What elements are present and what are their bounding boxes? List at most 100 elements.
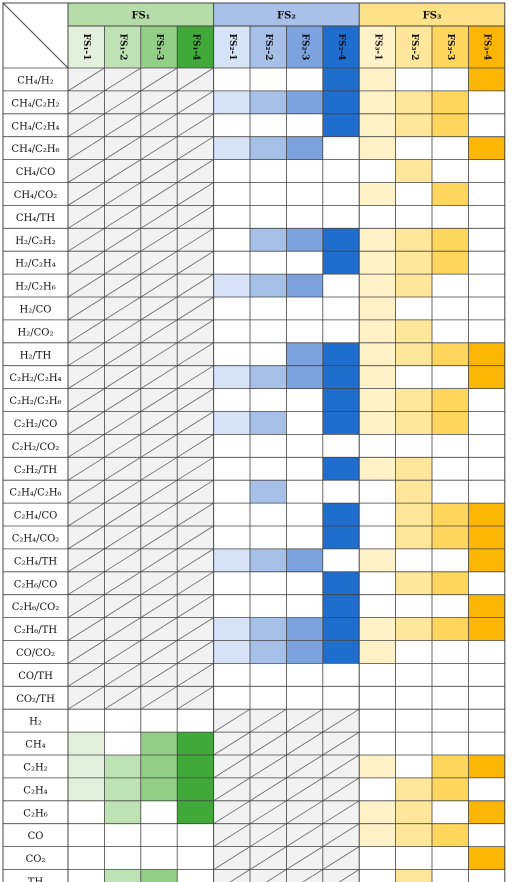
- empty-cell: [286, 251, 323, 275]
- empty-cell: [213, 526, 250, 549]
- empty-cell: [322, 182, 360, 206]
- hatch-line: [104, 227, 142, 252]
- selected-cell-g3-1: [359, 457, 396, 481]
- hatch-line: [176, 90, 214, 115]
- hatch-line: [322, 731, 360, 756]
- selected-cell-g2-2: [250, 411, 287, 435]
- hatch-line: [140, 548, 178, 573]
- empty-cell: [468, 434, 505, 458]
- hatch-line: [140, 594, 178, 618]
- hatch-line: [249, 731, 287, 756]
- empty-cell: [104, 823, 141, 847]
- empty-cell: [286, 68, 323, 91]
- empty-cell: [140, 823, 178, 847]
- selected-cell-g2-4: [322, 68, 360, 91]
- selected-cell-g2-3: [286, 548, 323, 572]
- selected-cell-g3-2: [395, 342, 432, 366]
- hatch-line: [249, 708, 287, 733]
- hatch-line: [140, 159, 178, 183]
- empty-cell: [322, 480, 360, 504]
- empty-cell: [250, 297, 287, 320]
- hatch-line: [213, 708, 251, 733]
- hatch-line: [176, 342, 214, 367]
- hatch-line: [104, 594, 142, 618]
- row-label: H₂/C₂H₆: [15, 282, 56, 293]
- selected-cell-g3-2: [395, 777, 432, 801]
- empty-cell: [468, 319, 505, 343]
- empty-cell: [395, 297, 432, 320]
- hatch-line: [67, 411, 105, 435]
- empty-cell: [432, 365, 469, 389]
- empty-cell: [468, 686, 505, 710]
- selected-cell-g2-2: [250, 548, 287, 572]
- selected-cell-g2-2: [250, 90, 287, 114]
- selected-cell-g2-3: [286, 617, 323, 641]
- hatch-line: [67, 685, 105, 710]
- row-label: TH: [28, 877, 44, 882]
- hatch-line: [67, 548, 105, 573]
- selected-cell-g2-4: [322, 411, 360, 435]
- hatch-line: [67, 227, 105, 252]
- hatch-line: [140, 685, 178, 710]
- hatch-line: [176, 456, 214, 481]
- hatch-line: [176, 617, 214, 641]
- hatch-line: [140, 571, 178, 596]
- empty-cell: [140, 709, 178, 733]
- row-label: C₂H₂/CO: [14, 419, 58, 430]
- selected-cell-g3-1: [359, 297, 396, 320]
- hatch-line: [104, 182, 142, 206]
- subheader-label-g1-2: FS₁-2: [118, 34, 128, 61]
- hatch-line: [67, 273, 105, 298]
- hatch-line: [286, 823, 324, 847]
- selected-cell-g2-3: [286, 274, 323, 297]
- selected-cell-g1-2: [104, 800, 141, 824]
- selected-cell-g2-1: [213, 365, 250, 389]
- empty-cell: [468, 571, 505, 595]
- hatch-line: [67, 479, 105, 504]
- empty-cell: [395, 732, 432, 755]
- group-label-g1: FS₁: [131, 11, 150, 22]
- empty-cell: [177, 869, 214, 882]
- empty-cell: [432, 800, 469, 824]
- hatch-line: [104, 90, 142, 115]
- empty-cell: [177, 709, 214, 733]
- hatch-line: [140, 411, 178, 435]
- selected-cell-g3-2: [395, 503, 432, 526]
- hatch-line: [67, 434, 105, 458]
- empty-cell: [359, 503, 396, 526]
- selected-cell-g2-4: [322, 90, 360, 114]
- hatch-line: [176, 113, 214, 138]
- hatch-line: [176, 273, 214, 298]
- empty-cell: [395, 205, 432, 229]
- group-label-g3: FS₃: [423, 11, 442, 22]
- empty-cell: [213, 480, 250, 504]
- selected-cell-g3-1: [359, 755, 396, 778]
- empty-cell: [250, 342, 287, 366]
- empty-cell: [322, 274, 360, 297]
- selected-cell-g2-1: [213, 548, 250, 572]
- subheader-g2-3: [286, 26, 323, 68]
- row-label: CH₄/TH: [16, 213, 55, 224]
- empty-cell: [432, 297, 469, 320]
- empty-cell: [359, 709, 396, 733]
- selected-cell-g3-4: [468, 755, 505, 778]
- selected-cell-g3-2: [395, 90, 432, 114]
- hatch-line: [176, 136, 214, 160]
- empty-cell: [286, 297, 323, 320]
- row-label: C₂H₂/C₂H₆: [9, 396, 61, 407]
- hatch-line: [213, 777, 251, 802]
- selected-cell-g2-2: [250, 480, 287, 504]
- empty-cell: [432, 274, 469, 297]
- selected-cell-g3-4: [468, 594, 505, 618]
- empty-cell: [140, 846, 178, 870]
- selected-cell-g2-4: [322, 113, 360, 137]
- corner-diagonal: [2, 2, 69, 69]
- selected-cell-g2-4: [322, 640, 360, 664]
- selected-cell-g3-3: [432, 503, 469, 526]
- hatch-line: [322, 777, 360, 802]
- hatch-line: [67, 365, 105, 389]
- hatch-line: [140, 525, 178, 550]
- selected-cell-g3-2: [395, 411, 432, 435]
